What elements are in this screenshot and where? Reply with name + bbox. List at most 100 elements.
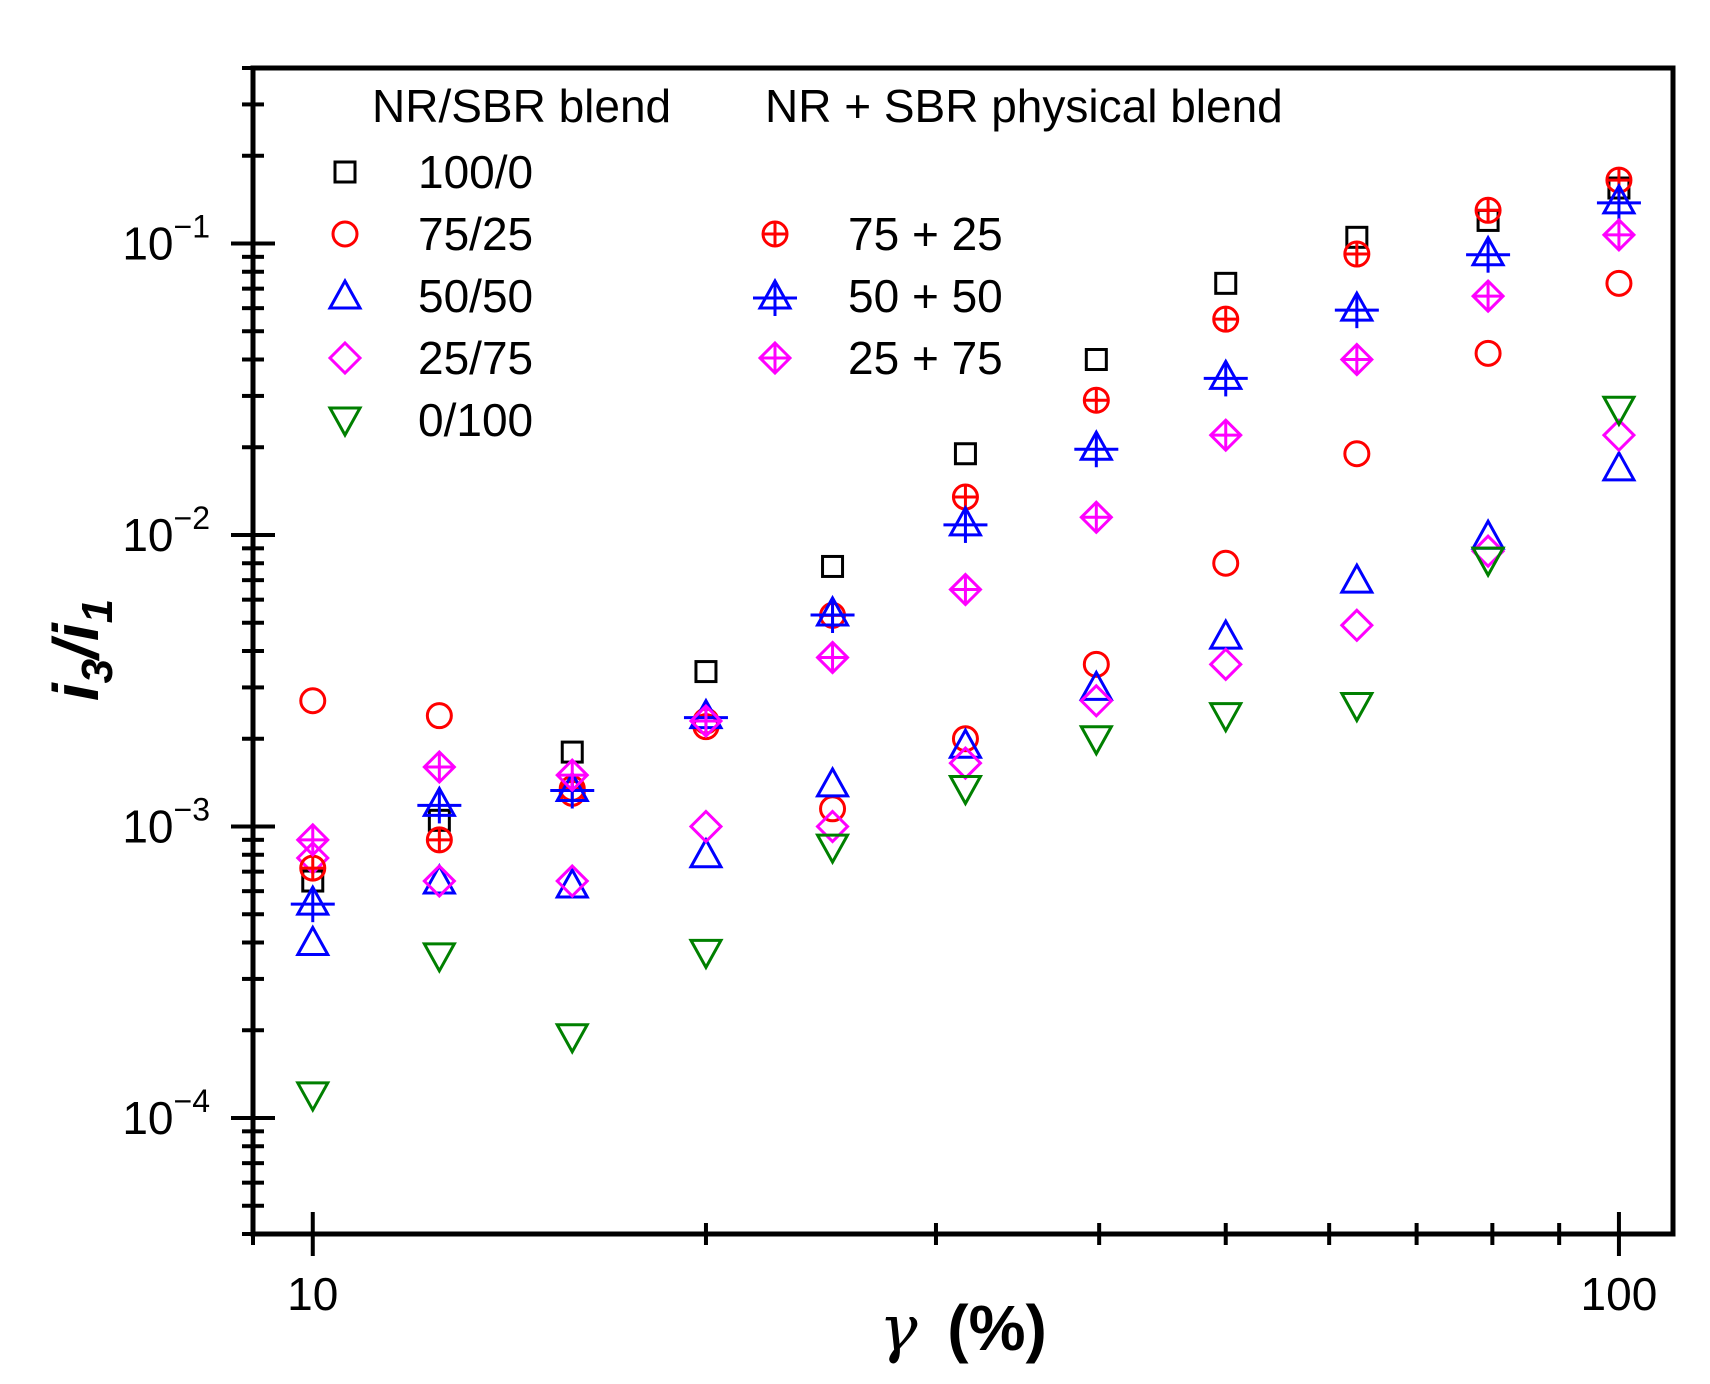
legend-marker: [327, 277, 363, 310]
data-point: [299, 854, 327, 882]
legend-label: 0/100: [418, 394, 533, 446]
data-point: [953, 442, 977, 466]
data-point: [1601, 449, 1637, 482]
data-point: [814, 765, 851, 798]
legend-header-physical-blend: NR + SBR physical blend: [765, 80, 1283, 132]
data-point: [1470, 546, 1506, 579]
data-point: [290, 884, 335, 923]
data-point: [1343, 440, 1371, 468]
series-25-75: [295, 217, 1637, 857]
legend-entry: 75/25: [331, 208, 533, 260]
y-tick-label: 10−3: [122, 792, 210, 853]
data-point: [948, 572, 983, 607]
legend-label: 25 + 75: [848, 332, 1003, 384]
data-point: [1339, 562, 1375, 594]
legend-label: 50 + 50: [848, 270, 1003, 322]
y-tick-exponent: −1: [174, 209, 210, 245]
data-point: [688, 836, 724, 869]
data-point: [688, 809, 724, 844]
data-point: [951, 725, 979, 753]
legend-label: 75 + 25: [848, 208, 1003, 260]
series-25-75: [295, 418, 1637, 899]
y-tick-exponent: −4: [174, 1083, 210, 1119]
legend-entry: 75 + 25: [761, 208, 1003, 260]
legend-marker: [331, 220, 359, 248]
data-point: [1339, 608, 1374, 643]
data-point: [1208, 418, 1243, 453]
data-point: [1082, 386, 1110, 414]
data-point: [694, 660, 718, 684]
y-tick-base: 10: [122, 218, 173, 270]
legend-entry: 25 + 75: [757, 332, 1003, 384]
data-point: [299, 687, 327, 715]
data-point: [422, 863, 457, 899]
data-point: [815, 640, 850, 675]
legend-entries: 100/0 75/25 50/50 25/75 0/100 75 + 25 50 + 50 2…: [327, 146, 1003, 446]
y-tick-label: 10−1: [122, 209, 210, 270]
legend-header-blend: NR/SBR blend: [372, 80, 671, 132]
legend-label: 50/50: [418, 270, 533, 322]
data-point: [1212, 305, 1240, 333]
legend-entry: 50 + 50: [753, 270, 1003, 322]
legend-marker: [761, 220, 789, 248]
data-point: [1208, 618, 1244, 650]
series-0-100: [295, 395, 1637, 1114]
legend-entry: 0/100: [327, 394, 533, 446]
data-point: [810, 594, 855, 634]
y-axis-num-sub: 3: [73, 659, 122, 683]
data-point: [1339, 692, 1375, 724]
data-point: [1596, 182, 1641, 221]
legend-label: 100/0: [418, 146, 533, 198]
data-point: [421, 942, 457, 974]
x-tick-label: 100: [1581, 1268, 1658, 1320]
data-point: [422, 749, 457, 785]
legend-entry: 25/75: [327, 332, 533, 384]
y-tick-label: 10−4: [122, 1083, 210, 1144]
y-axis-title: i3/i1: [40, 599, 122, 701]
data-point: [1208, 702, 1244, 734]
data-point: [555, 863, 590, 899]
data-point: [948, 745, 983, 781]
data-point: [555, 758, 590, 793]
legend-marker: [753, 277, 797, 316]
y-tick-label: 10−2: [122, 500, 210, 561]
y-axis-den: i: [40, 622, 112, 641]
data-point: [295, 924, 331, 956]
data-point: [1470, 278, 1506, 314]
data-point: [1601, 217, 1637, 253]
data-point: [1466, 234, 1511, 273]
data-point: [821, 554, 845, 578]
x-axis-symbol: γ: [879, 1292, 918, 1366]
y-axis-num: i: [40, 682, 112, 701]
legend-entry: 50/50: [327, 270, 533, 322]
legend-label: 75/25: [418, 208, 533, 260]
data-point: [1078, 725, 1114, 757]
data-marks: [290, 166, 1641, 1114]
data-point: [1203, 358, 1248, 397]
x-tick-label: 10: [287, 1268, 338, 1320]
data-point: [1082, 650, 1110, 678]
y-axis-den-sub: 1: [73, 599, 122, 623]
legend-marker: [327, 340, 363, 376]
data-point: [1084, 348, 1108, 371]
data-point: [947, 727, 983, 759]
plot-frame: [250, 65, 1676, 1237]
data-point: [1208, 647, 1243, 682]
data-point: [1339, 342, 1374, 377]
data-point: [1601, 395, 1637, 428]
y-tick-base: 10: [122, 801, 173, 853]
x-axis-unit: (%): [947, 1292, 1047, 1364]
tick-labels: 10−410−310−210−110 100: [122, 209, 1657, 1320]
data-point: [1334, 290, 1379, 329]
data-point: [819, 795, 847, 823]
data-point: [1074, 429, 1119, 468]
data-point: [947, 775, 983, 807]
data-point: [295, 1081, 331, 1114]
data-point: [1601, 418, 1637, 453]
legend-marker: [757, 340, 793, 376]
y-tick-base: 10: [122, 1092, 173, 1144]
data-point: [943, 504, 988, 543]
data-point: [1079, 683, 1114, 718]
data-point: [1605, 269, 1633, 297]
